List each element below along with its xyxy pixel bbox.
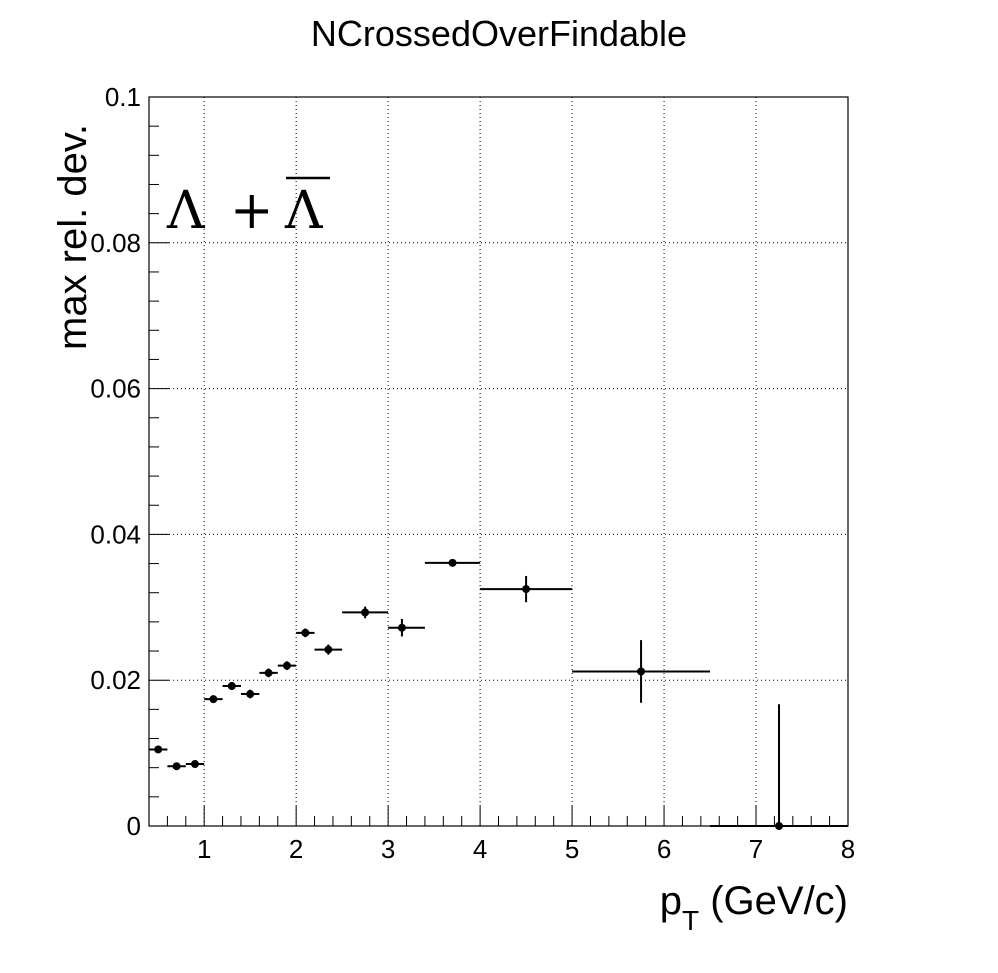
data-point — [240, 689, 260, 699]
annotation-antilambda: Λ — [284, 181, 324, 241]
plot-frame — [148, 96, 849, 827]
x-tick-label: 6 — [657, 834, 671, 864]
data-point — [277, 661, 297, 670]
data-marker — [209, 695, 218, 704]
data-points — [149, 558, 848, 830]
data-marker — [246, 690, 255, 699]
data-marker — [282, 661, 291, 670]
data-point — [167, 762, 186, 771]
data-marker — [227, 682, 236, 691]
chart-title: NCrossedOverFindable — [311, 13, 687, 54]
y-axis-label: max rel. dev. — [51, 124, 95, 350]
x-tick-label: 4 — [473, 834, 487, 864]
data-marker — [190, 760, 199, 769]
data-point — [342, 606, 389, 619]
data-marker — [301, 628, 310, 637]
x-axis-label-unit: (GeV/c) — [699, 879, 848, 923]
y-tick-label: 0 — [127, 811, 141, 841]
data-point — [296, 628, 315, 638]
data-marker — [264, 668, 273, 677]
data-point — [424, 558, 481, 567]
y-tick-label: 0.02 — [90, 665, 141, 695]
data-marker — [448, 558, 457, 567]
y-tick-label: 0.06 — [90, 374, 141, 404]
x-tick-label: 7 — [749, 834, 763, 864]
grid — [149, 97, 848, 826]
x-axis-label-main: p — [660, 879, 682, 923]
tick-labels: 1 2 3 4 5 6 7 8 0 0.02 0.04 0.06 0.08 0.1 — [90, 82, 855, 864]
x-tick-label: 3 — [381, 834, 395, 864]
data-marker — [522, 585, 531, 594]
y-tick-label: 0.1 — [105, 82, 141, 112]
data-point — [259, 668, 278, 678]
data-marker — [361, 608, 370, 617]
data-point — [572, 640, 711, 703]
x-tick-label: 8 — [841, 834, 855, 864]
y-tick-label: 0.04 — [90, 519, 141, 549]
data-marker — [154, 745, 163, 754]
data-marker — [775, 822, 784, 830]
data-marker — [324, 645, 333, 654]
annotation-plus: + — [230, 181, 274, 241]
data-marker — [172, 762, 181, 771]
data-point — [388, 618, 425, 637]
x-axis-label-subscript: T — [682, 905, 699, 936]
data-point — [204, 695, 223, 704]
x-tick-label: 2 — [289, 834, 303, 864]
x-tick-label: 5 — [565, 834, 579, 864]
data-point — [149, 745, 168, 754]
data-point — [480, 575, 573, 603]
annotation-lambda: Λ — [166, 181, 206, 241]
data-point — [314, 644, 343, 655]
y-tick-label: 0.08 — [90, 228, 141, 258]
x-axis-label: pT (GeV/c) — [660, 879, 848, 936]
data-point — [222, 682, 241, 691]
x-tick-label: 1 — [197, 834, 211, 864]
data-point — [185, 760, 205, 769]
data-marker — [397, 623, 406, 632]
data-point — [710, 704, 848, 830]
data-marker — [637, 667, 646, 676]
particle-annotation: Λ + Λ — [166, 176, 330, 241]
